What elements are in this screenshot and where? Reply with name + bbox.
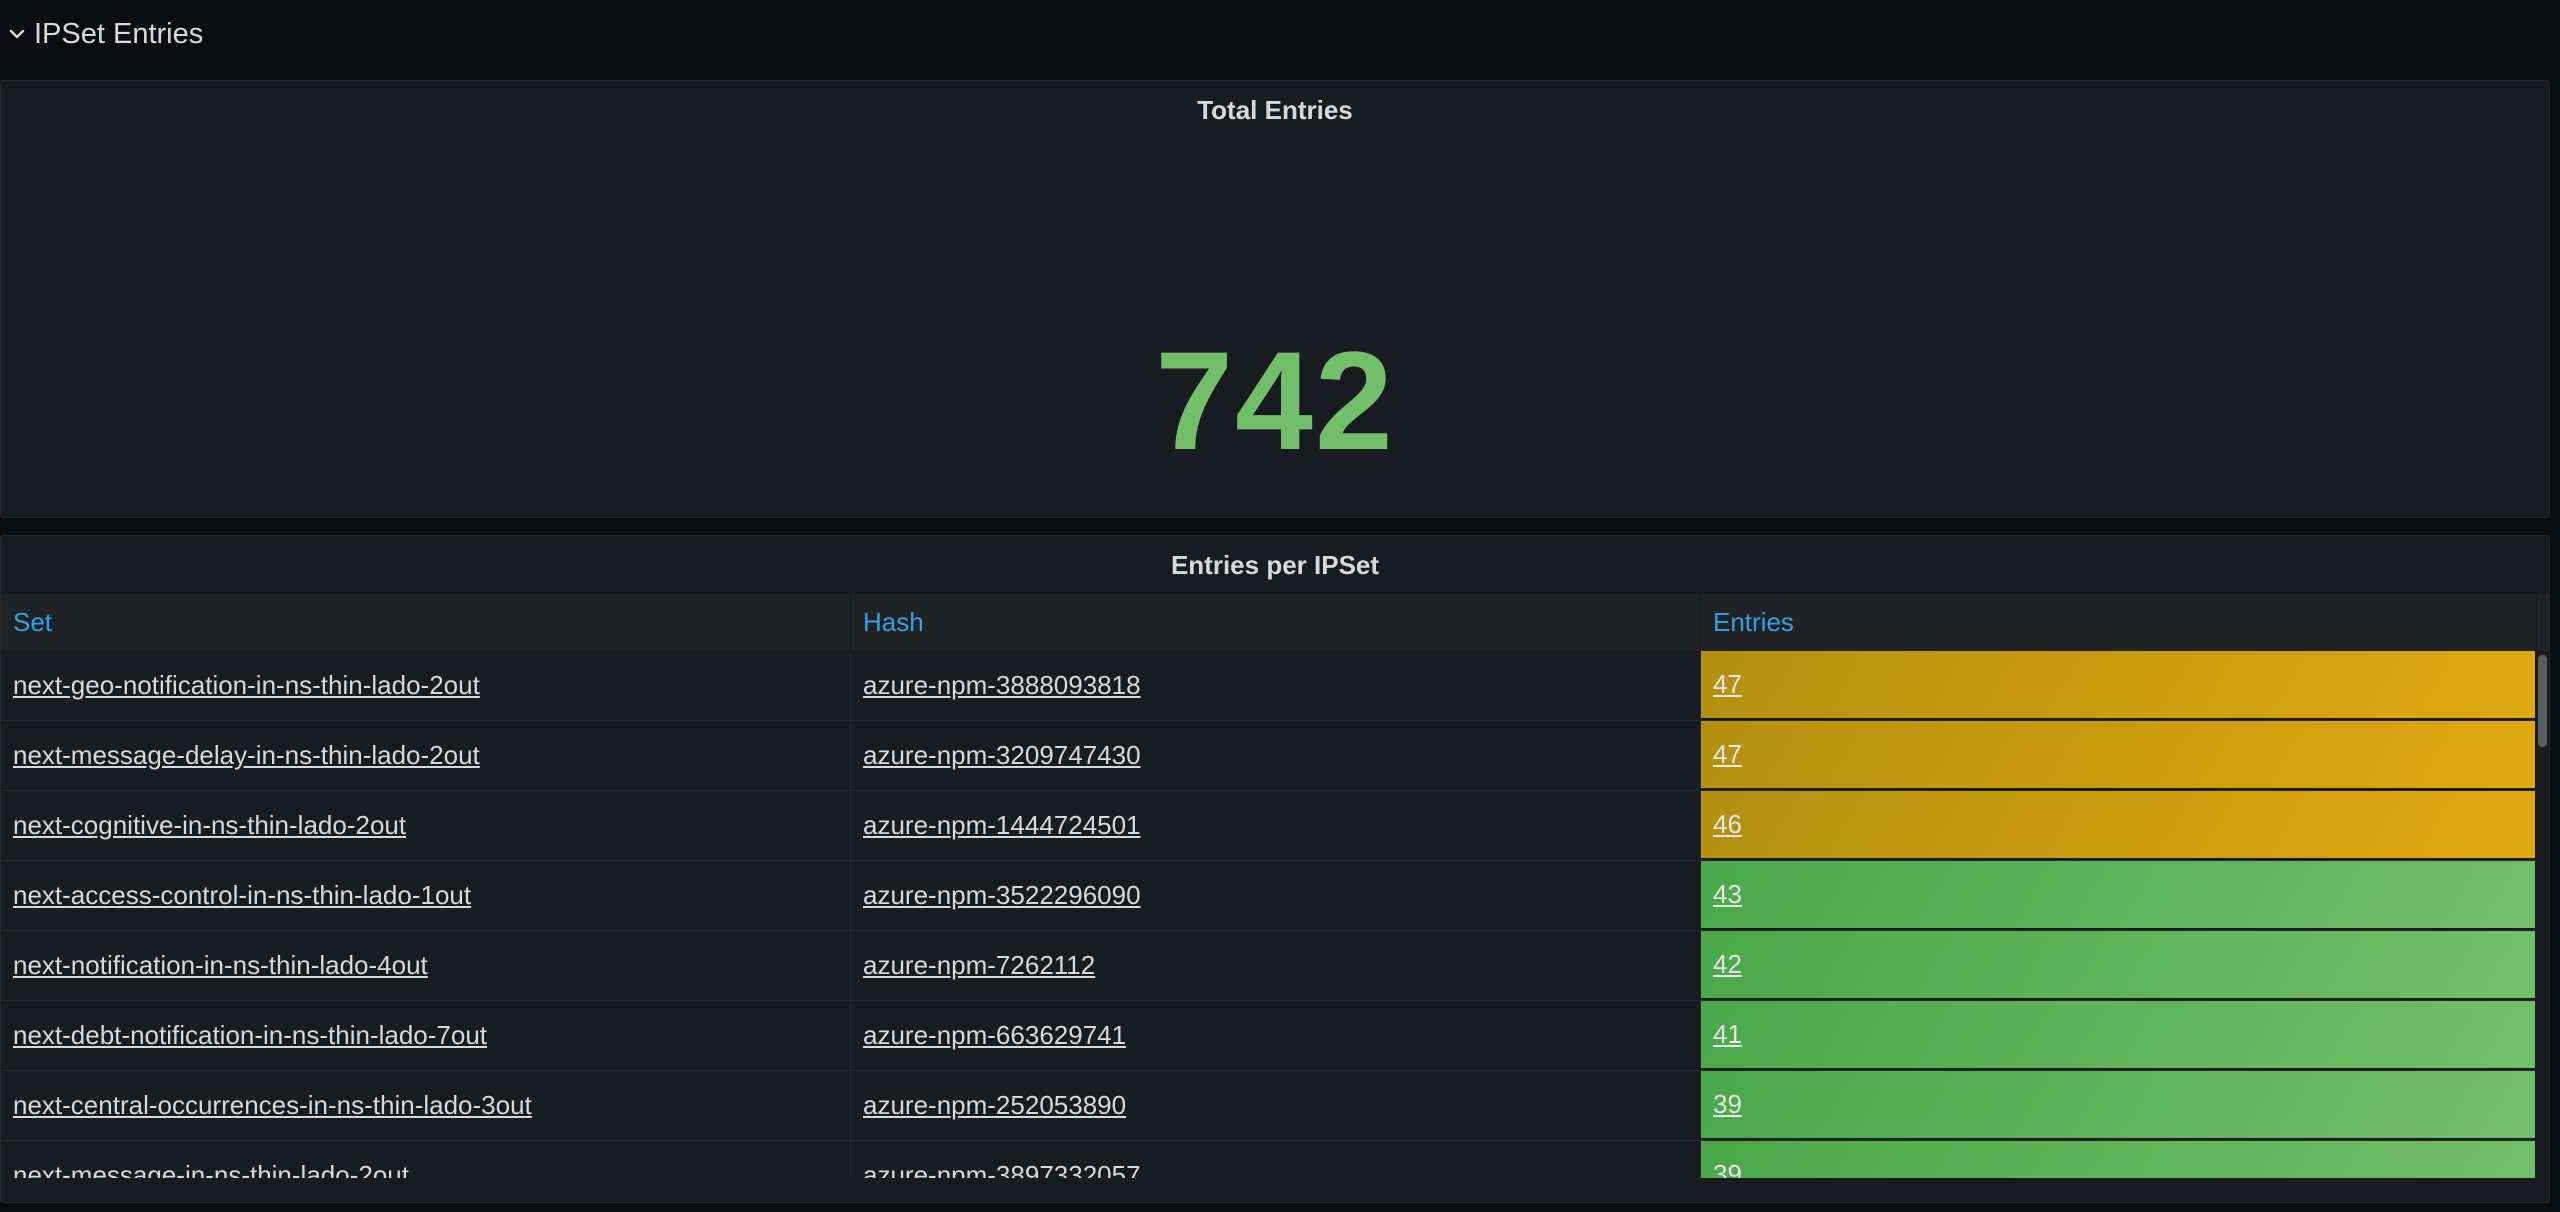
- set-link[interactable]: next-debt-notification-in-ns-thin-lado-7…: [13, 1020, 488, 1050]
- entries-color-background: 39: [1701, 1071, 2537, 1138]
- table-row[interactable]: next-notification-in-ns-thin-lado-4out az…: [1, 931, 2549, 1001]
- entries-link[interactable]: 43: [1713, 879, 1742, 909]
- cell-set[interactable]: next-cognitive-in-ns-thin-lado-2out: [1, 791, 851, 860]
- set-link[interactable]: next-access-control-in-ns-thin-lado-1out: [13, 880, 472, 910]
- cell-hash[interactable]: azure-npm-3888093818: [851, 651, 1701, 720]
- entries-color-background: 47: [1701, 651, 2537, 718]
- entries-color-background: 39: [1701, 1141, 2537, 1178]
- panel-title[interactable]: Total Entries: [1197, 95, 1353, 125]
- row-title[interactable]: IPSet Entries: [34, 17, 204, 50]
- entries-link[interactable]: 47: [1713, 669, 1742, 699]
- entries-link[interactable]: 39: [1713, 1159, 1742, 1178]
- table-row[interactable]: next-debt-notification-in-ns-thin-lado-7…: [1, 1001, 2549, 1071]
- table-row[interactable]: next-access-control-in-ns-thin-lado-1out…: [1, 861, 2549, 931]
- set-link[interactable]: next-central-occurrences-in-ns-thin-lado…: [13, 1090, 532, 1120]
- table-row[interactable]: next-central-occurrences-in-ns-thin-lado…: [1, 1071, 2549, 1141]
- cell-set[interactable]: next-access-control-in-ns-thin-lado-1out: [1, 861, 851, 930]
- cell-hash[interactable]: azure-npm-3897332057: [851, 1141, 1701, 1178]
- cell-hash[interactable]: azure-npm-1444724501: [851, 791, 1701, 860]
- column-header-set[interactable]: Set: [1, 594, 851, 651]
- hash-link[interactable]: azure-npm-3897332057: [863, 1160, 1141, 1178]
- hash-link[interactable]: azure-npm-3522296090: [863, 880, 1141, 910]
- cell-entries[interactable]: 47: [1701, 651, 2537, 720]
- table-row[interactable]: next-cognitive-in-ns-thin-lado-2out azure…: [1, 791, 2549, 861]
- hash-link[interactable]: azure-npm-252053890: [863, 1090, 1127, 1120]
- set-link[interactable]: next-notification-in-ns-thin-lado-4out: [13, 950, 428, 980]
- cell-hash[interactable]: azure-npm-663629741: [851, 1001, 1701, 1070]
- table-row[interactable]: next-message-delay-in-ns-thin-lado-2out a…: [1, 721, 2549, 791]
- entries-color-background: 47: [1701, 721, 2537, 788]
- hash-link[interactable]: azure-npm-3888093818: [863, 670, 1141, 700]
- cell-hash[interactable]: azure-npm-3522296090: [851, 861, 1701, 930]
- entries-per-ipset-panel: Entries per IPSet Set Hash Entries next-…: [0, 535, 2550, 1203]
- table-row[interactable]: next-geo-notification-in-ns-thin-lado-2o…: [1, 651, 2549, 721]
- entries-link[interactable]: 46: [1713, 809, 1742, 839]
- entries-color-background: 46: [1701, 791, 2537, 858]
- cell-hash[interactable]: azure-npm-7262112: [851, 931, 1701, 1000]
- entries-color-background: 41: [1701, 1001, 2537, 1068]
- cell-set[interactable]: next-debt-notification-in-ns-thin-lado-7…: [1, 1001, 851, 1070]
- cell-entries[interactable]: 39: [1701, 1071, 2537, 1140]
- stat-value: 742: [1155, 322, 1395, 479]
- cell-entries[interactable]: 41: [1701, 1001, 2537, 1070]
- table-body[interactable]: next-geo-notification-in-ns-thin-lado-2o…: [1, 651, 2549, 1178]
- cell-set[interactable]: next-message-in-ns-thin-lado-2out: [1, 1141, 851, 1178]
- hash-link[interactable]: azure-npm-663629741: [863, 1020, 1127, 1050]
- cell-hash[interactable]: azure-npm-252053890: [851, 1071, 1701, 1140]
- set-link[interactable]: next-geo-notification-in-ns-thin-lado-2o…: [13, 670, 480, 700]
- column-header-entries[interactable]: Entries: [1701, 594, 2537, 651]
- entries-link[interactable]: 41: [1713, 1019, 1742, 1049]
- cell-entries[interactable]: 42: [1701, 931, 2537, 1000]
- total-entries-panel: Total Entries 742: [0, 80, 2550, 518]
- chevron-down-icon[interactable]: [6, 23, 28, 45]
- entries-color-background: 42: [1701, 931, 2537, 998]
- entries-link[interactable]: 47: [1713, 739, 1742, 769]
- hash-link[interactable]: azure-npm-7262112: [863, 950, 1096, 980]
- cell-set[interactable]: next-geo-notification-in-ns-thin-lado-2o…: [1, 651, 851, 720]
- hash-link[interactable]: azure-npm-1444724501: [863, 810, 1141, 840]
- row-header[interactable]: IPSet Entries: [0, 0, 2560, 68]
- entries-color-background: 43: [1701, 861, 2537, 928]
- scrollbar-thumb[interactable]: [2538, 655, 2547, 747]
- cell-set[interactable]: next-message-delay-in-ns-thin-lado-2out: [1, 721, 851, 790]
- cell-entries[interactable]: 46: [1701, 791, 2537, 860]
- panel-title[interactable]: Entries per IPSet: [1170, 550, 1380, 580]
- set-link[interactable]: next-message-delay-in-ns-thin-lado-2out: [13, 740, 480, 770]
- set-link[interactable]: next-message-in-ns-thin-lado-2out: [13, 1160, 409, 1178]
- column-header-hash[interactable]: Hash: [851, 594, 1701, 651]
- set-link[interactable]: next-cognitive-in-ns-thin-lado-2out: [13, 810, 407, 840]
- cell-entries[interactable]: 39: [1701, 1141, 2537, 1178]
- cell-entries[interactable]: 43: [1701, 861, 2537, 930]
- table-row[interactable]: next-message-in-ns-thin-lado-2out azure-n…: [1, 1141, 2549, 1178]
- cell-set[interactable]: next-central-occurrences-in-ns-thin-lado…: [1, 1071, 851, 1140]
- cell-entries[interactable]: 47: [1701, 721, 2537, 790]
- table-header: Set Hash Entries: [1, 594, 2549, 651]
- scrollbar[interactable]: [2535, 651, 2549, 1178]
- entries-link[interactable]: 42: [1713, 949, 1742, 979]
- entries-link[interactable]: 39: [1713, 1089, 1742, 1119]
- cell-hash[interactable]: azure-npm-3209747430: [851, 721, 1701, 790]
- hash-link[interactable]: azure-npm-3209747430: [863, 740, 1141, 770]
- cell-set[interactable]: next-notification-in-ns-thin-lado-4out: [1, 931, 851, 1000]
